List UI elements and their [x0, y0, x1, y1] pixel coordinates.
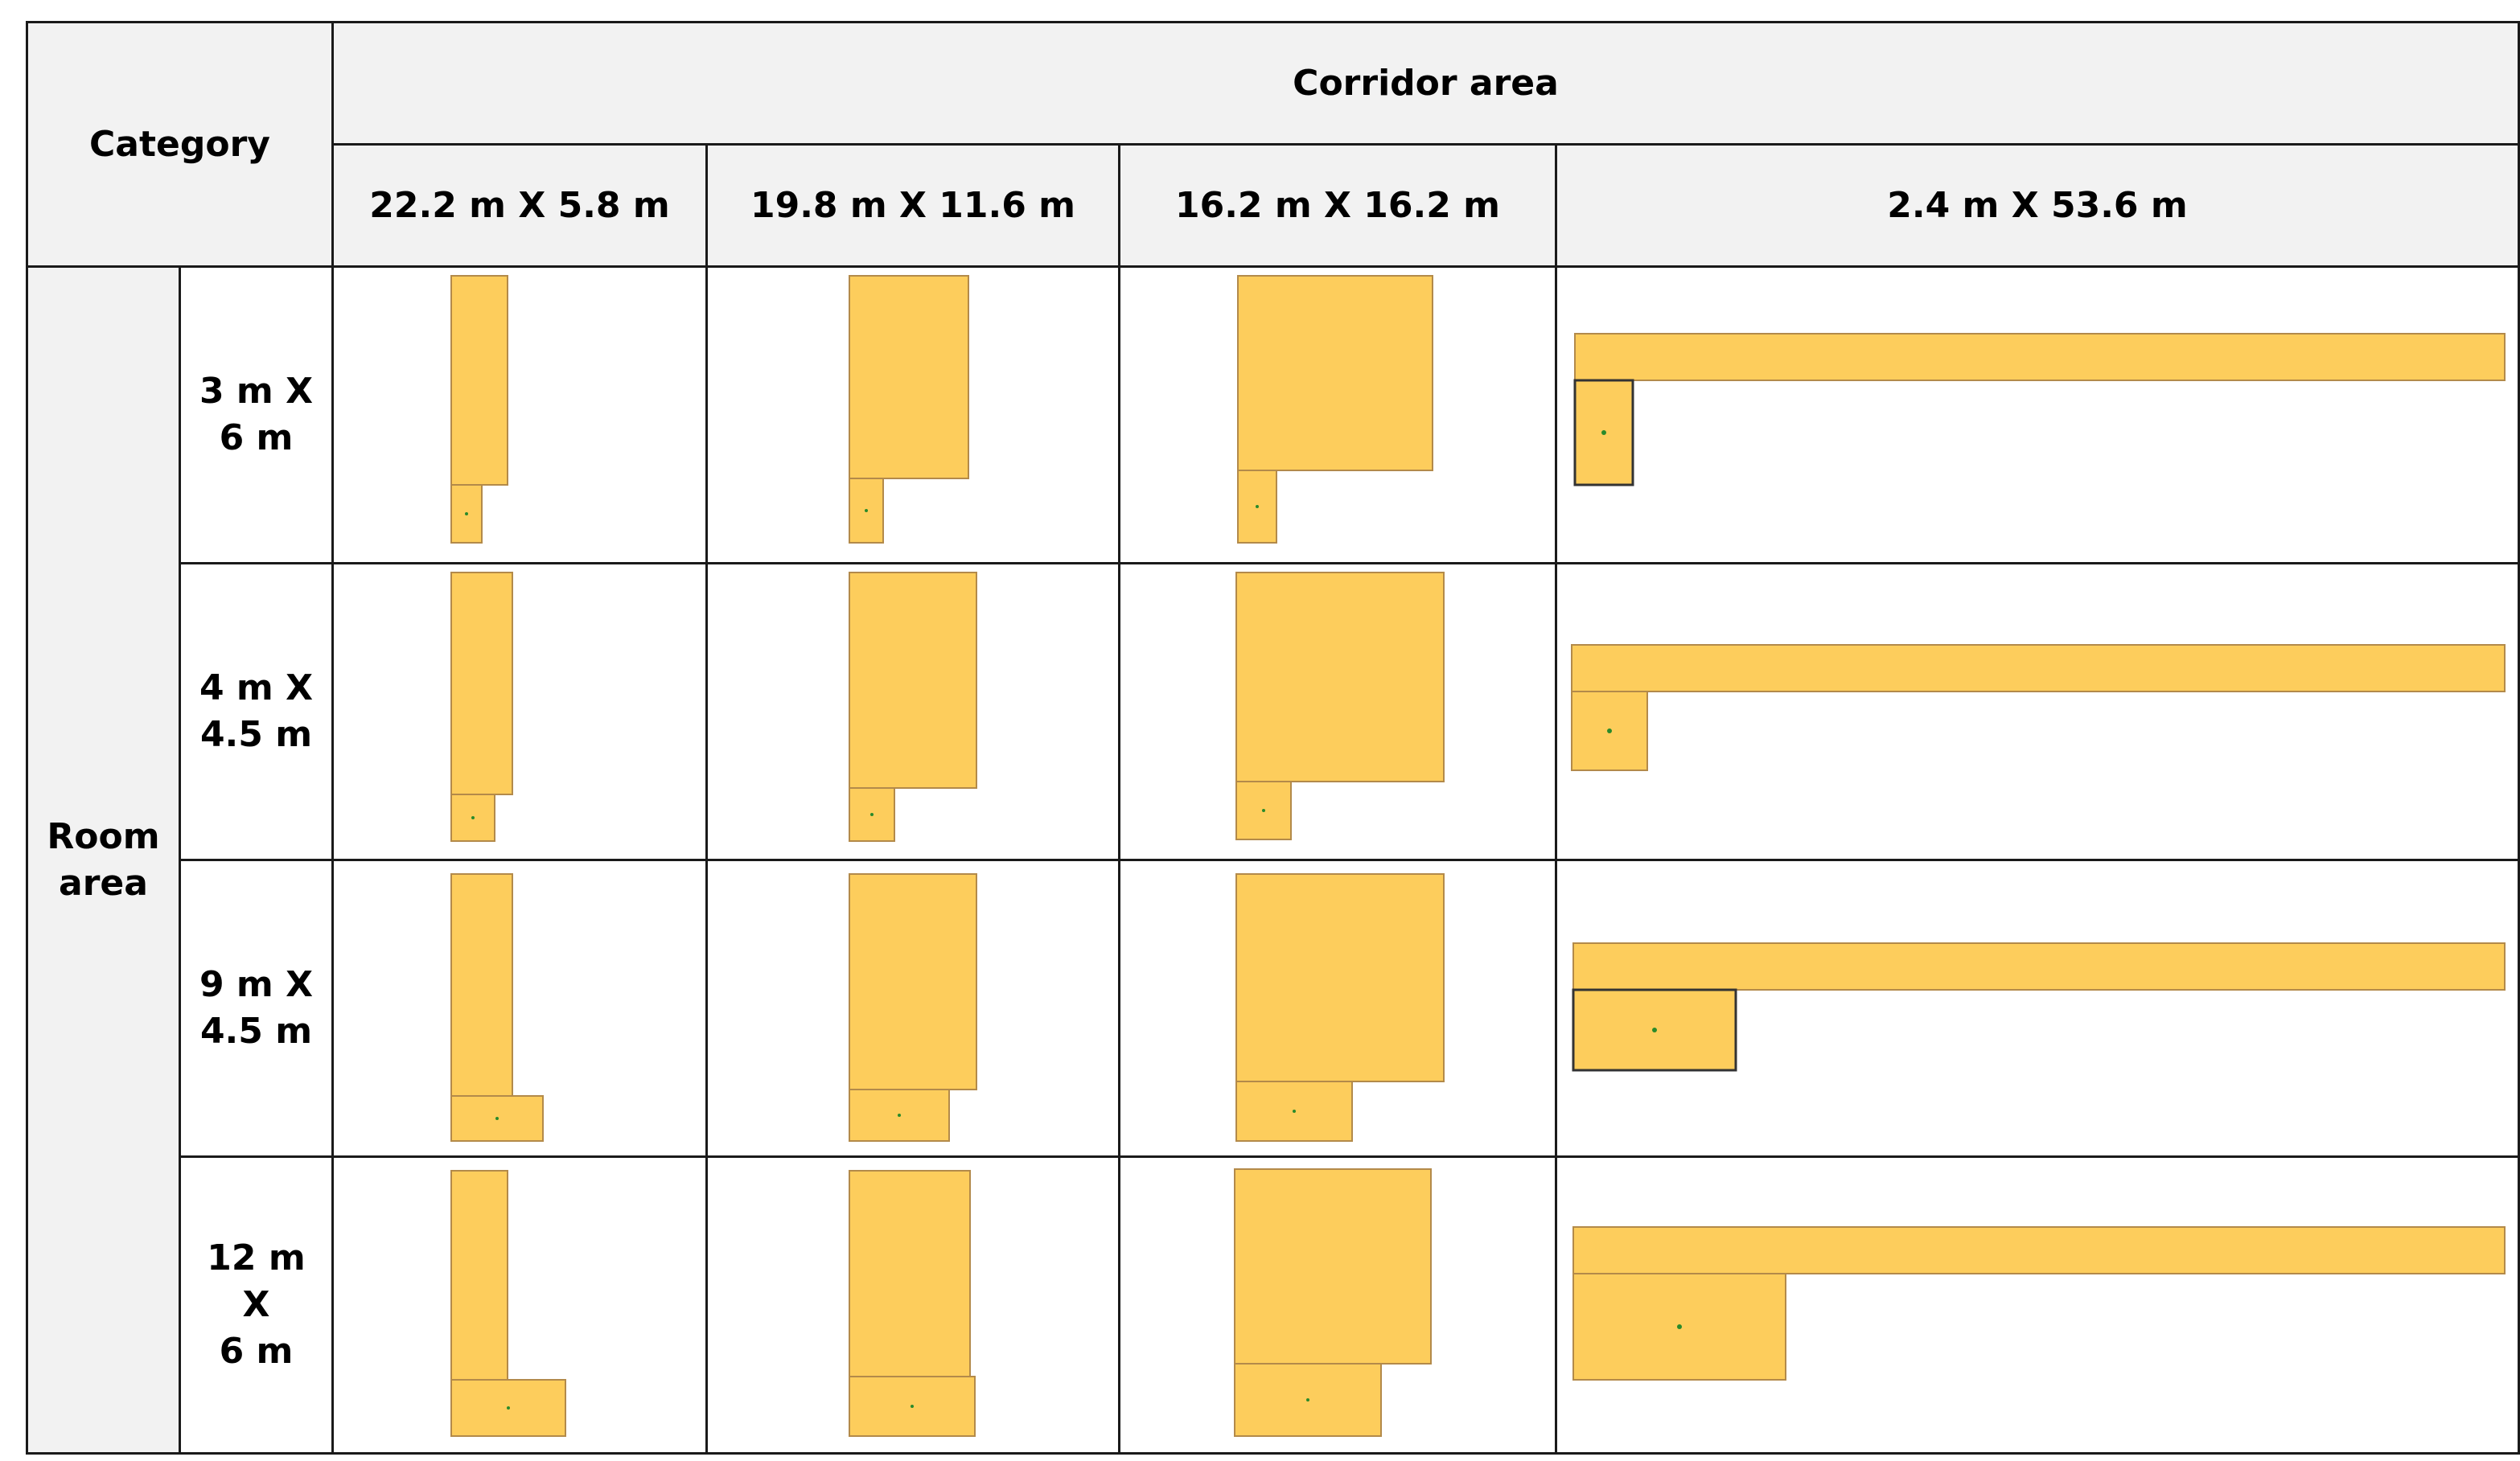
sensor-marker — [1306, 1398, 1309, 1401]
floorplan-cell — [705, 562, 1120, 861]
sensor-marker — [911, 1405, 914, 1408]
floorplan-diagram — [849, 275, 969, 544]
floorplan-diagram — [1235, 873, 1445, 1142]
row-label-1: 3 m X 6 m — [179, 265, 334, 564]
row-label-4: 12 m X 6 m — [179, 1155, 334, 1455]
floorplan-cell — [705, 1155, 1120, 1455]
row-label-2: 4 m X 4.5 m — [179, 562, 334, 861]
sensor-marker — [1293, 1110, 1296, 1113]
row-label-text: 12 m X 6 m — [207, 1237, 306, 1372]
corridor-shape — [1235, 572, 1445, 782]
sensor-marker — [507, 1406, 510, 1410]
layout-table: Category Corridor area 22.2 m X 5.8 m 19… — [26, 21, 2520, 1455]
floorplan-diagram — [1572, 942, 2506, 1072]
corridor-shape — [849, 1170, 971, 1377]
column-header-4: 2.4 m X 53.6 m — [1555, 143, 2520, 268]
sensor-marker — [1262, 809, 1265, 812]
sensor-marker — [471, 816, 475, 819]
floorplan-diagram — [1572, 1226, 2506, 1381]
category-header: Category — [26, 21, 334, 268]
column-header-label: 16.2 m X 16.2 m — [1174, 185, 1500, 226]
floorplan-cell — [331, 859, 708, 1158]
floorplan-cell — [1555, 859, 2520, 1158]
row-label-text: 3 m X 6 m — [199, 371, 314, 458]
room-area-header: Room area — [26, 265, 181, 1455]
corridor-shape — [1237, 275, 1433, 471]
corridor-area-label: Corridor area — [1293, 63, 1559, 104]
floorplan-diagram — [849, 572, 977, 842]
floorplan-diagram — [450, 572, 513, 842]
floorplan-cell — [1118, 859, 1557, 1158]
room-shape — [849, 1376, 976, 1437]
sensor-marker — [1607, 728, 1612, 733]
floorplan-cell — [1118, 265, 1557, 564]
floorplan-cell — [331, 562, 708, 861]
corridor-shape — [450, 275, 508, 486]
column-header-2: 19.8 m X 11.6 m — [705, 143, 1120, 268]
corridor-shape — [1235, 873, 1445, 1082]
corridor-shape — [450, 572, 513, 795]
floorplan-cell — [705, 859, 1120, 1158]
floorplan-diagram — [849, 873, 977, 1142]
column-header-label: 2.4 m X 53.6 m — [1887, 185, 2188, 226]
corridor-shape — [1572, 1226, 2506, 1274]
corridor-shape — [849, 873, 977, 1090]
floorplan-cell — [331, 1155, 708, 1455]
floorplan-cell — [705, 265, 1120, 564]
room-shape — [1234, 1363, 1382, 1437]
column-header-3: 16.2 m X 16.2 m — [1118, 143, 1557, 268]
corridor-shape — [450, 1170, 508, 1381]
sensor-marker — [495, 1117, 499, 1120]
corridor-shape — [1571, 644, 2506, 692]
column-header-label: 22.2 m X 5.8 m — [369, 185, 670, 226]
corridor-shape — [849, 275, 969, 479]
corridor-area-header: Corridor area — [331, 21, 2520, 146]
sensor-marker — [465, 512, 468, 515]
row-label-3: 9 m X 4.5 m — [179, 859, 334, 1158]
floorplan-cell — [331, 265, 708, 564]
floorplan-diagram — [450, 873, 544, 1142]
floorplan-cell — [1555, 562, 2520, 861]
sensor-marker — [1601, 430, 1606, 435]
floorplan-cell — [1118, 562, 1557, 861]
floorplan-diagram — [1237, 275, 1433, 544]
corridor-shape — [450, 873, 513, 1097]
corridor-shape — [1574, 333, 2506, 381]
corridor-shape — [1234, 1168, 1432, 1365]
corridor-shape — [1572, 942, 2506, 991]
floorplan-diagram — [1235, 572, 1445, 840]
sensor-marker — [865, 509, 868, 512]
sensor-marker — [1677, 1324, 1682, 1329]
room-area-label: Room area — [47, 815, 160, 904]
floorplan-diagram — [450, 1170, 566, 1437]
floorplan-cell — [1555, 1155, 2520, 1455]
column-header-label: 19.8 m X 11.6 m — [750, 185, 1075, 226]
row-label-text: 4 m X 4.5 m — [199, 667, 314, 755]
sensor-marker — [1652, 1028, 1657, 1032]
floorplan-diagram — [849, 1170, 976, 1437]
floorplan-diagram — [1234, 1168, 1432, 1437]
floorplan-diagram — [1573, 333, 2506, 486]
category-label: Category — [89, 124, 270, 165]
corridor-shape — [849, 572, 977, 789]
room-shape — [1571, 691, 1648, 771]
floorplan-diagram — [450, 275, 508, 544]
floorplan-cell — [1118, 1155, 1557, 1455]
sensor-marker — [1256, 505, 1259, 508]
floorplan-diagram — [1571, 644, 2506, 771]
row-label-text: 9 m X 4.5 m — [199, 964, 314, 1052]
floorplan-cell — [1555, 265, 2520, 564]
sensor-marker — [870, 813, 874, 816]
column-header-1: 22.2 m X 5.8 m — [331, 143, 708, 268]
sensor-marker — [898, 1114, 901, 1117]
room-shape — [450, 484, 483, 544]
